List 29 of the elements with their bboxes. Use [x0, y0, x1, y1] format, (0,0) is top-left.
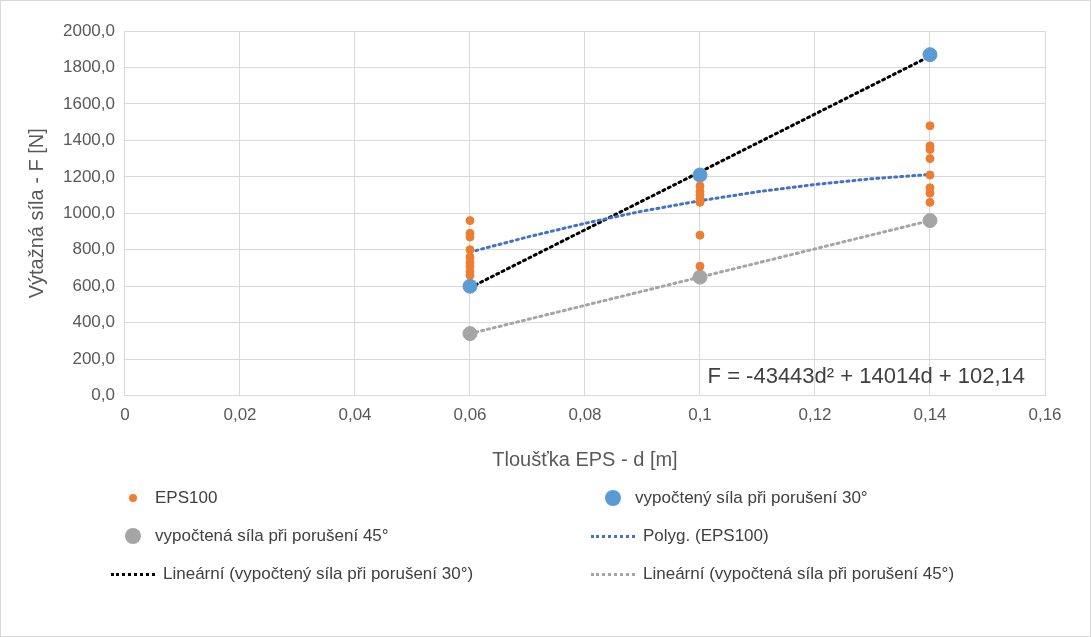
- x-tick-label: 0,04: [338, 405, 372, 425]
- y-tick-label: 200,0: [72, 348, 115, 368]
- y-axis-title: Výtažná síla - F [N]: [24, 128, 47, 299]
- y-tick-label: 2000,0: [63, 20, 115, 40]
- legend-label: vypočtená síla při porušení 45°: [155, 526, 389, 546]
- legend-label: vypočtený síla při porušení 30°: [635, 488, 868, 508]
- x-tick-label: 0,16: [1028, 405, 1062, 425]
- annotation: F = -43443d² + 14014d + 102,14: [707, 362, 1025, 388]
- y-tick-label: 0,0: [91, 385, 115, 405]
- y-tick-label: 1000,0: [63, 202, 115, 222]
- y-tick-label: 400,0: [72, 312, 115, 332]
- x-axis-title: Tloušťka EPS - d [m]: [492, 447, 678, 470]
- y-tick-label: 1200,0: [63, 166, 115, 186]
- x-tick-label: 0,12: [798, 405, 832, 425]
- legend-label: Lineární (vypočtená síla při porušení 45°): [643, 564, 955, 584]
- y-tick-label: 1400,0: [63, 130, 115, 150]
- y-tick-label: 1600,0: [63, 93, 115, 113]
- legend-label: Polyg. (EPS100): [643, 526, 769, 546]
- x-tick-label: 0,08: [568, 405, 602, 425]
- y-tick-label: 600,0: [72, 275, 115, 295]
- x-tick-label: 0,14: [913, 405, 947, 425]
- y-tick-label: 1800,0: [63, 57, 115, 77]
- x-tick-label: 0,02: [223, 405, 257, 425]
- legend-label: Lineární (vypočtený síla při porušení 30°): [163, 564, 474, 584]
- y-tick-label: 800,0: [72, 239, 115, 259]
- x-tick-label: 0,06: [453, 405, 487, 425]
- x-tick-label: 0,1: [688, 405, 712, 425]
- legend-label: EPS100: [155, 488, 218, 508]
- x-tick-label: 0: [120, 405, 130, 425]
